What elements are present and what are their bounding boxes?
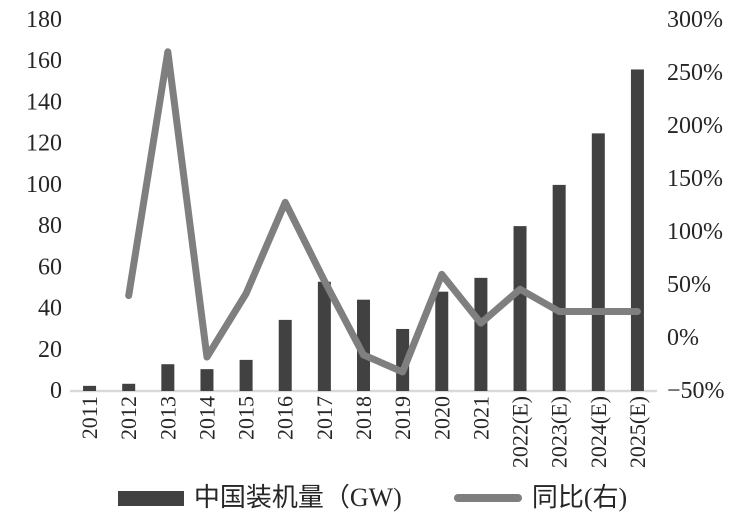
x-tick-2013: 2013 (155, 396, 180, 440)
bar-2013 (161, 364, 175, 391)
left-tick-60: 60 (38, 254, 62, 280)
bar-2024(E) (591, 133, 605, 391)
x-tick-2019: 2019 (390, 396, 415, 440)
right-tick--50: −50% (667, 378, 725, 404)
x-tick-2014: 2014 (194, 396, 219, 440)
bar-2015 (239, 359, 253, 391)
x-tick-2020: 2020 (429, 396, 454, 440)
left-tick-40: 40 (38, 296, 62, 322)
x-tick-2011: 2011 (77, 396, 102, 439)
bar-2025(E) (630, 69, 644, 391)
bar-2023(E) (552, 184, 566, 391)
x-tick-2015: 2015 (234, 396, 259, 440)
x-tick-2024(E): 2024(E) (586, 396, 611, 468)
legend-item-bar-series: 中国装机量（GW) (117, 483, 402, 512)
x-tick-2012: 2012 (116, 396, 141, 440)
bar-series-group (83, 69, 644, 391)
left-tick-80: 80 (38, 213, 62, 239)
bar-2019 (396, 328, 410, 391)
left-tick-100: 100 (26, 172, 62, 198)
line-series-group (125, 48, 641, 376)
left-tick-0: 0 (50, 378, 62, 404)
bar-2017 (317, 281, 331, 391)
bar-2014 (200, 369, 214, 391)
x-tick-2022(E): 2022(E) (508, 396, 533, 468)
x-tick-2017: 2017 (312, 396, 337, 440)
left-tick-20: 20 (38, 337, 62, 363)
x-tick-2016: 2016 (273, 396, 298, 440)
legend-item-line-series: 同比(右) (453, 483, 628, 512)
right-axis-tick-labels: 300% 250% 200% 150% 100% 50% 0% −50% (667, 7, 725, 404)
left-axis-tick-labels: 180 160 140 120 100 80 60 40 20 0 (26, 7, 62, 404)
right-tick-150: 150% (667, 166, 723, 192)
bar-swatch-icon (117, 490, 184, 506)
left-tick-120: 120 (26, 131, 62, 157)
x-tick-2023(E): 2023(E) (547, 396, 572, 468)
x-axis-category-labels: 2011 2012 2013 2014 2015 2016 2017 2018 2019 2020… (77, 396, 650, 468)
bar-2020 (435, 291, 449, 391)
chart-legend: 中国装机量（GW) 同比(右) (0, 481, 745, 515)
legend-bar-label: 中国装机量（GW) (193, 483, 402, 512)
bar-2016 (278, 319, 292, 391)
right-tick-250: 250% (667, 60, 723, 86)
right-tick-100: 100% (667, 219, 723, 245)
x-tick-2018: 2018 (351, 396, 376, 440)
left-tick-160: 160 (26, 48, 62, 74)
line-swatch-icon (453, 494, 522, 502)
x-tick-2025(E): 2025(E) (625, 396, 650, 468)
bar-2022(E) (513, 226, 527, 391)
yoy-line (125, 48, 641, 376)
left-tick-180: 180 (26, 7, 62, 33)
right-tick-0: 0% (667, 325, 699, 351)
bar-2012 (122, 383, 136, 391)
right-tick-200: 200% (667, 113, 723, 139)
legend-line-label: 同比(右) (531, 483, 628, 512)
left-tick-140: 140 (26, 89, 62, 115)
bar-2021 (474, 277, 488, 391)
right-tick-50: 50% (667, 272, 711, 298)
right-tick-300: 300% (667, 7, 723, 33)
bar-2018 (357, 299, 370, 391)
x-tick-2021: 2021 (468, 396, 493, 440)
bar-2011 (83, 385, 97, 391)
